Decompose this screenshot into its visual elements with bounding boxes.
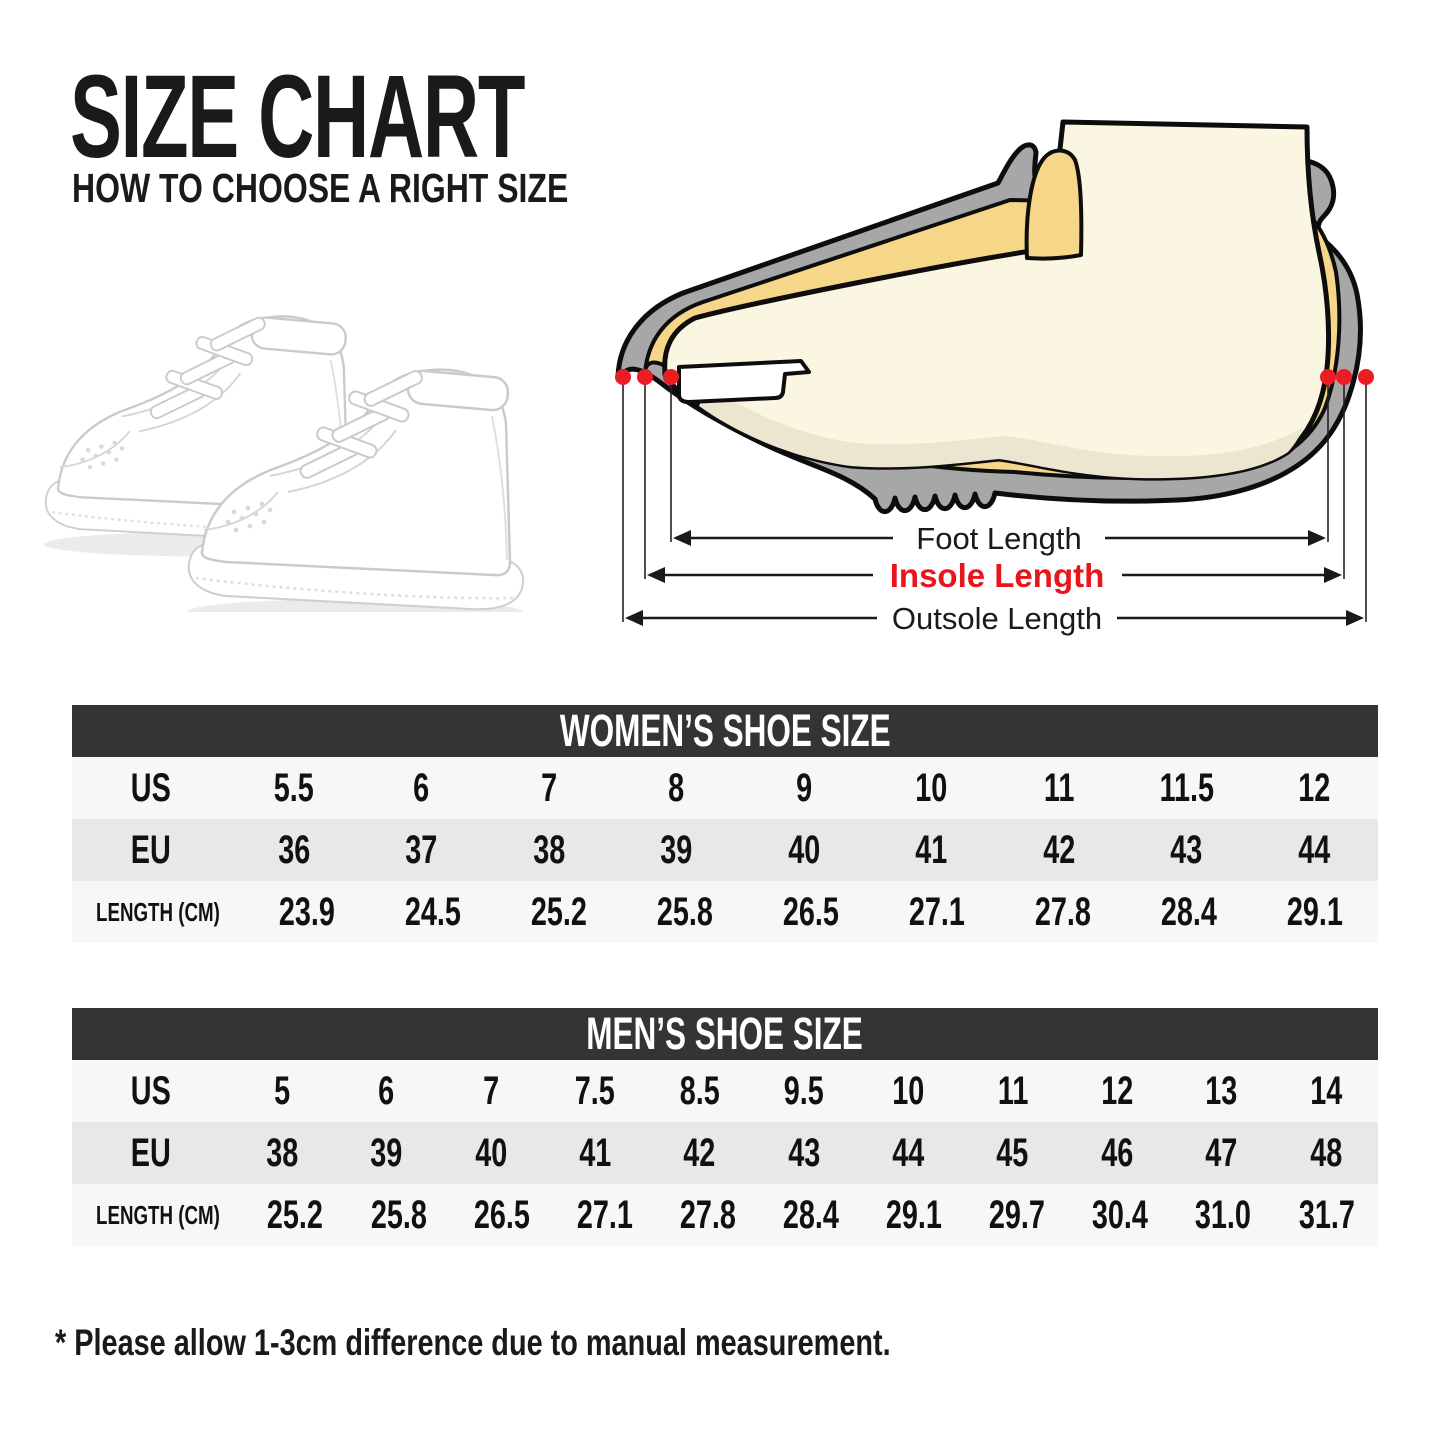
size-value: 28.4 [1160, 889, 1218, 934]
size-value: 45 [996, 1130, 1029, 1175]
womens-table-header: WOMEN’S SHOE SIZE [72, 705, 1378, 757]
size-value: 29.1 [886, 1192, 943, 1237]
size-value: 26.5 [473, 1192, 530, 1237]
size-value: 25.8 [370, 1192, 427, 1237]
size-value: 44 [1298, 827, 1331, 872]
womens-table-title: WOMEN’S SHOE SIZE [559, 705, 891, 756]
size-value: 24.5 [404, 889, 461, 934]
size-value: 27.1 [908, 889, 965, 934]
row-label: EU [130, 1130, 172, 1175]
womens-table-body: US 5.5 6 7 8 9 10 11 11.5 12 EU 36 37 38 39 40 41 42 43 44 L… [72, 757, 1378, 943]
size-value: 10 [892, 1068, 925, 1113]
size-value: 30.4 [1092, 1192, 1149, 1237]
size-value: 40 [474, 1130, 507, 1175]
row-label: US [130, 765, 172, 810]
mens-table-body: US 5 6 7 7.5 8.5 9.5 10 11 12 13 14 EU 38 39 40 41 42 43 44… [72, 1060, 1378, 1246]
toenail-shape [677, 359, 811, 404]
foot-sole-shade [699, 390, 1303, 479]
size-value: 31.7 [1298, 1192, 1355, 1237]
row-label: LENGTH (CM) [96, 896, 220, 927]
measure-marker-dots [615, 369, 1374, 385]
size-value: 11 [1043, 765, 1075, 810]
size-value: 12 [1101, 1068, 1134, 1113]
womens-size-table: WOMEN’S SHOE SIZE US 5.5 6 7 8 9 10 11 11.5 12 EU 3… [72, 705, 1378, 943]
sneakers-photo [42, 314, 525, 612]
size-row-men-us: US 5 6 7 7.5 8.5 9.5 10 11 12 13 14 [72, 1060, 1378, 1122]
size-value: 41 [579, 1130, 612, 1175]
size-value: 5.5 [273, 765, 314, 810]
mens-table-title: MEN’S SHOE SIZE [586, 1008, 864, 1059]
size-value: 44 [892, 1130, 925, 1175]
foot-measurement-diagram: Foot Length Insole Length Outsole Length [615, 119, 1374, 636]
size-value: 8.5 [679, 1068, 720, 1113]
size-value: 37 [405, 827, 438, 872]
size-row-women-us: US 5.5 6 7 8 9 10 11 11.5 12 [72, 757, 1378, 819]
size-value: 41 [915, 827, 948, 872]
size-row-women-lengthcm: LENGTH (CM) 23.9 24.5 25.2 25.8 26.5 27.1 27.8 2… [72, 881, 1378, 943]
size-value: 12 [1298, 765, 1331, 810]
size-value: 46 [1101, 1130, 1134, 1175]
size-value: 40 [788, 827, 821, 872]
size-row-men-lengthcm: LENGTH (CM) 25.2 25.8 26.5 27.1 27.8 28.4 29.1 2… [72, 1184, 1378, 1246]
size-value: 29.7 [989, 1192, 1046, 1237]
outsole-length-label: Outsole Length [892, 601, 1102, 636]
size-value: 43 [1170, 827, 1203, 872]
foot-length-label: Foot Length [916, 521, 1081, 556]
size-value: 27.8 [679, 1192, 736, 1237]
size-row-men-eu: EU 38 39 40 41 42 43 44 45 46 47 48 [72, 1122, 1378, 1184]
size-value: 38 [532, 827, 565, 872]
size-value: 10 [915, 765, 948, 810]
size-value: 9 [796, 765, 813, 810]
row-label: LENGTH (CM) [96, 1199, 220, 1230]
size-value: 43 [787, 1130, 820, 1175]
size-value: 13 [1205, 1068, 1238, 1113]
size-value: 38 [266, 1130, 299, 1175]
size-value: 23.9 [278, 889, 335, 934]
size-value: 27.8 [1034, 889, 1091, 934]
size-value: 7 [482, 1068, 499, 1113]
size-value: 25.2 [530, 889, 587, 934]
size-value: 36 [277, 827, 310, 872]
size-value: 6 [413, 765, 430, 810]
size-value: 29.1 [1286, 889, 1344, 934]
row-label: US [130, 1068, 172, 1113]
size-value: 25.8 [656, 889, 713, 934]
size-chart-title: SIZE CHART [70, 51, 525, 183]
size-value: 28.4 [782, 1192, 839, 1237]
size-value: 42 [683, 1130, 716, 1175]
size-value: 7 [540, 765, 557, 810]
mens-size-table: MEN’S SHOE SIZE US 5 6 7 7.5 8.5 9.5 10 11 12 13 14… [72, 1008, 1378, 1246]
shoe-tongue-shape [1024, 148, 1084, 261]
size-value: 14 [1309, 1068, 1342, 1113]
measurement-note: * Please allow 1-3cm difference due to m… [55, 1322, 891, 1363]
size-value: 47 [1205, 1130, 1238, 1175]
size-value: 48 [1309, 1130, 1342, 1175]
size-value: 27.1 [576, 1192, 633, 1237]
size-chart-subtitle: HOW TO CHOOSE A RIGHT SIZE [72, 165, 569, 211]
row-label: EU [130, 827, 172, 872]
size-value: 25.2 [267, 1192, 324, 1237]
size-value: 8 [668, 765, 685, 810]
size-value: 39 [660, 827, 693, 872]
size-value: 9.5 [783, 1068, 824, 1113]
size-row-women-eu: EU 36 37 38 39 40 41 42 43 44 [72, 819, 1378, 881]
size-value: 11 [997, 1068, 1028, 1113]
mens-table-header: MEN’S SHOE SIZE [72, 1008, 1378, 1060]
measure-arrow-heads [625, 530, 1364, 626]
insole-length-label: Insole Length [890, 557, 1105, 594]
measure-arrow-lines [629, 536, 1360, 620]
size-value: 7.5 [575, 1068, 616, 1113]
size-value: 39 [370, 1130, 403, 1175]
size-value: 6 [378, 1068, 395, 1113]
size-value: 26.5 [782, 889, 839, 934]
size-value: 11.5 [1159, 765, 1214, 810]
size-value: 31.0 [1195, 1192, 1252, 1237]
size-value: 5 [274, 1068, 291, 1113]
size-value: 42 [1043, 827, 1076, 872]
measure-guide-lines [622, 382, 1367, 622]
